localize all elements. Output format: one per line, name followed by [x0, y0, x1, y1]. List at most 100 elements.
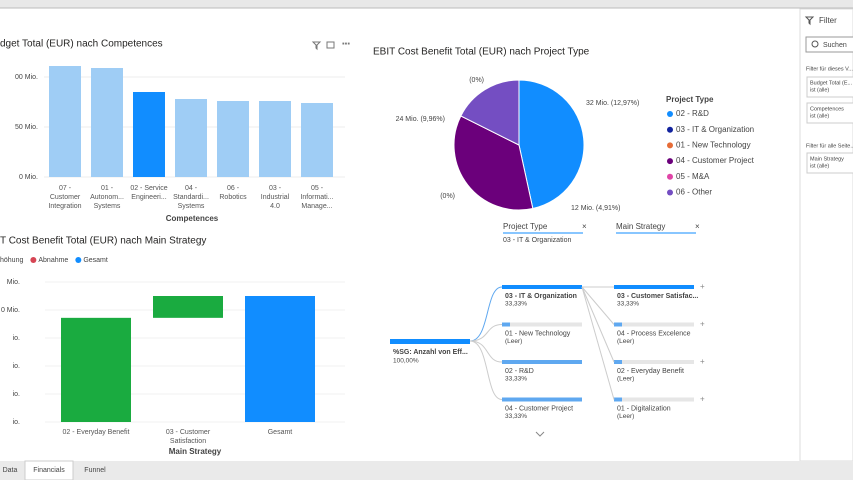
data-label: (0%) [469, 77, 484, 84]
tree-bar-track [502, 322, 582, 327]
legend-label: 04 - Customer Project [676, 156, 755, 165]
tree-bar [502, 397, 582, 402]
page-tab[interactable]: Financials [33, 467, 65, 474]
tree-node-value: (Leer) [505, 338, 522, 345]
data-label: 12 Mio. (4,91%) [571, 205, 620, 212]
tree-connector [469, 340, 503, 363]
tree-bar-track [614, 322, 694, 327]
legend-marker [667, 142, 673, 149]
x-axis-title: Main Strategy [169, 447, 222, 456]
legend-label: 05 - M&A [676, 172, 710, 181]
legend-marker [667, 126, 673, 133]
filter-card[interactable] [806, 102, 853, 124]
filter-chip-title: Main Strategy [616, 222, 665, 231]
tree-bar [614, 322, 622, 327]
expand-plus[interactable]: + [700, 357, 705, 366]
tree-connector [469, 286, 503, 342]
tree-connector [469, 324, 503, 342]
x-tick-label: 04 - Standardi... Systems [173, 185, 209, 210]
tree-node-value: (Leer) [617, 338, 634, 345]
waterfall-bar [153, 296, 223, 318]
x-tick-label: 06 - Robotics [219, 185, 247, 201]
active-tab [24, 460, 74, 480]
tree-connector [469, 340, 503, 400]
chart-title: EBIT Cost Benefit Total (EUR) nach Proje… [373, 47, 590, 58]
chart-title: dget Total (EUR) nach Competences [0, 39, 163, 50]
more-icon[interactable]: ··· [342, 39, 351, 49]
tree-root-label: %SG: Anzahl von Eff... [393, 349, 468, 356]
tab-bar [0, 461, 853, 480]
tree-node-label: 01 - Digitalization [617, 405, 671, 412]
legend-label: Abnahme [38, 257, 68, 264]
legend-marker [30, 257, 37, 263]
tree-node-value: (Leer) [617, 413, 634, 420]
tree-connector [581, 286, 615, 400]
filter-card[interactable] [806, 152, 853, 174]
bar [217, 101, 249, 177]
tree-connector [581, 286, 615, 363]
filter-chip-title: Project Type [503, 222, 548, 231]
bar [133, 92, 165, 177]
pie-slice [453, 115, 534, 211]
filter-pane-title: Filter [819, 16, 837, 25]
tree-bar [614, 360, 622, 364]
tree-node-label: 04 - Customer Project [505, 405, 573, 412]
filter-icon[interactable] [311, 41, 322, 51]
legend-label: 06 - Other [676, 188, 712, 197]
pie-slice [518, 79, 585, 210]
remove-icon[interactable]: × [695, 222, 700, 231]
bar [259, 101, 291, 177]
tree-root-value: 100,00% [393, 358, 419, 365]
focus-icon[interactable] [326, 41, 335, 49]
y-tick-label: 00 Mio. [15, 74, 38, 81]
x-tick-label: Gesamt [267, 429, 293, 436]
expand-icon[interactable] [535, 431, 545, 437]
legend-label: 02 - R&D [676, 109, 709, 118]
tree-node-value: 33,33% [505, 413, 527, 420]
remove-icon[interactable]: × [582, 222, 587, 231]
x-tick-label: 01 - Autonom... Systems [90, 185, 124, 210]
tree-bar [390, 339, 470, 344]
data-label: (0%) [440, 193, 455, 200]
tree-node-label: 04 - Process Excelence [617, 330, 691, 337]
visual-header-icons[interactable]: ··· [311, 39, 351, 51]
expand-plus[interactable]: + [700, 320, 705, 329]
legend-marker [667, 173, 673, 180]
filter-section: Filter für dieses V... [806, 66, 853, 72]
waterfall-bar [61, 317, 131, 422]
bar [175, 99, 207, 177]
y-tick-label: io. [13, 391, 20, 398]
pie-slice [460, 79, 520, 146]
chart-title: T Cost Benefit Total (EUR) nach Main Str… [0, 236, 206, 247]
legend-label: Gesamt [83, 257, 108, 264]
legend-label: 03 - IT & Organization [676, 125, 754, 134]
legend-marker [667, 158, 673, 165]
tree-bar [502, 285, 582, 289]
legend-marker [667, 189, 673, 196]
filter-card-name: Main Strategy [810, 156, 844, 162]
bar [91, 68, 123, 177]
x-tick-label: 02 - Service Engineeri... [130, 185, 168, 201]
page-tab[interactable]: Funnel [84, 467, 106, 474]
tree-bar-track [614, 397, 694, 402]
page-tab[interactable]: Data [3, 467, 18, 474]
tree-node-value: 33,33% [617, 301, 639, 308]
top-bar [0, 0, 853, 8]
filter-card[interactable] [806, 76, 853, 98]
search-box[interactable] [805, 36, 853, 53]
y-tick-label: 0 Mio. [19, 174, 38, 181]
y-tick-label: io. [13, 335, 20, 342]
y-tick-label: Mio. [7, 279, 20, 286]
expand-plus[interactable]: + [700, 282, 705, 291]
filter-card-state: ist (alle) [810, 113, 829, 119]
tree-node-label: 03 - IT & Organization [505, 293, 577, 300]
y-tick-label: io. [13, 363, 20, 370]
x-tick-label: 03 - Customer Satisfaction [165, 429, 211, 445]
expand-plus[interactable]: + [700, 395, 705, 404]
bar [49, 66, 81, 177]
filter-chip-value: 03 - IT & Organization [503, 237, 571, 244]
tree-bar-track [614, 360, 694, 364]
tree-connector [581, 286, 615, 325]
